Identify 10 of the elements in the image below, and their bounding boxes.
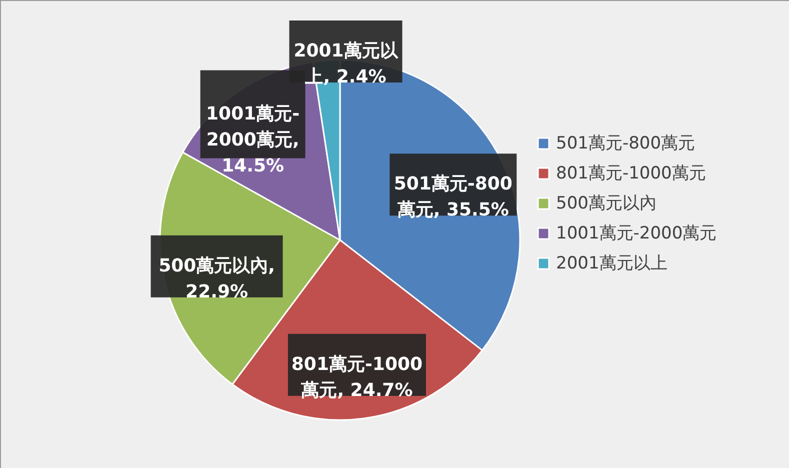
legend-label: 2001萬元以上 (556, 254, 668, 274)
data-label: 1001萬元-2000萬元, 14.5% (206, 103, 300, 176)
legend-label: 500萬元以內 (556, 194, 656, 214)
legend-label: 501萬元-800萬元 (556, 134, 696, 154)
legend-label: 801萬元-1000萬元 (556, 164, 706, 184)
legend-label: 1001萬元-2000萬元 (556, 224, 717, 244)
data-label: 500萬元以內, 22.9% (158, 255, 275, 302)
data-label: 2001萬元以上, 2.4% (294, 40, 399, 88)
data-label: 501萬元-800萬元, 35.5% (394, 174, 512, 221)
data-label: 801萬元-1000萬元, 24.7% (291, 354, 423, 401)
